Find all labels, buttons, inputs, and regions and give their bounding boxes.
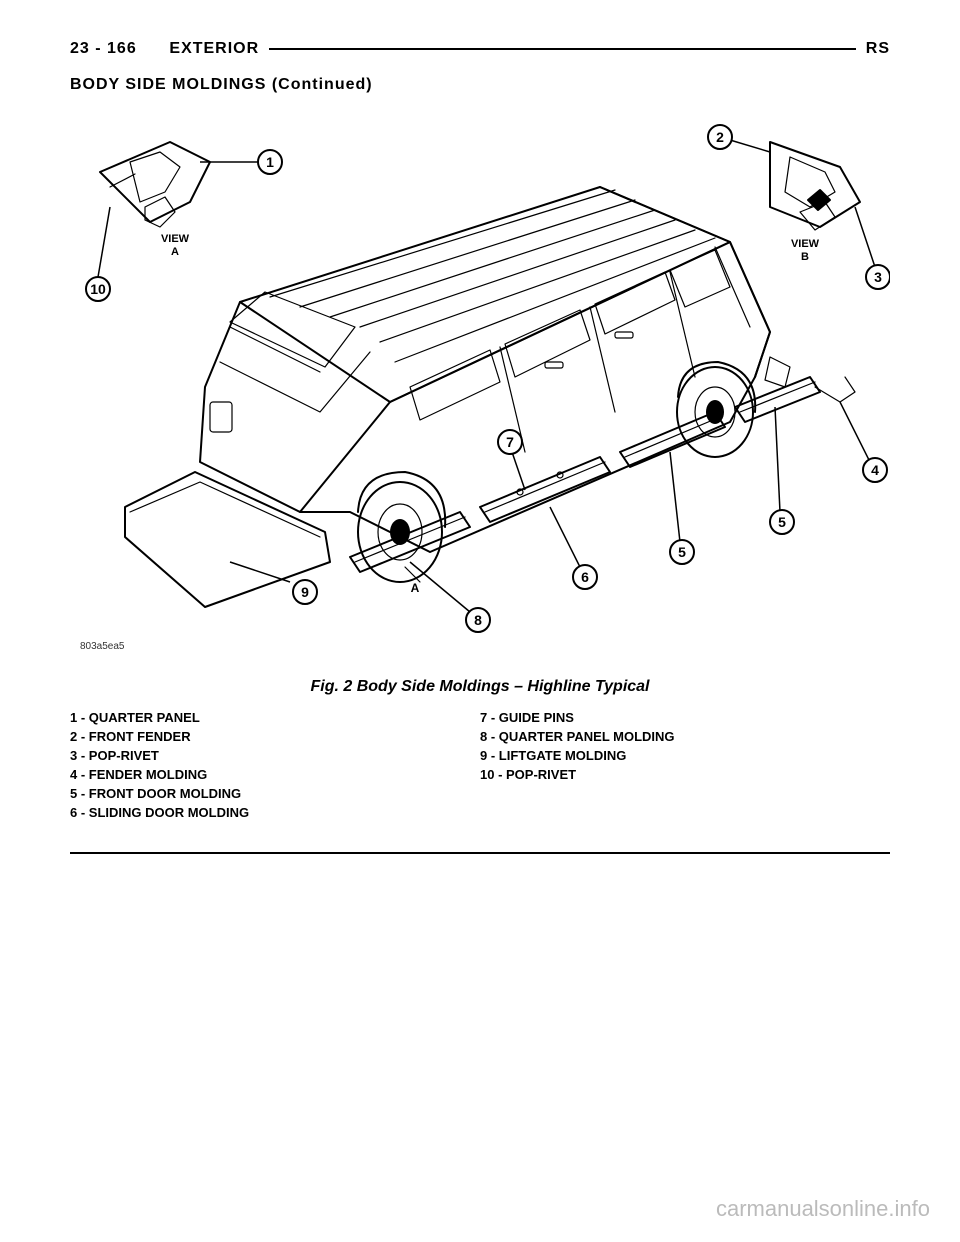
view-b-label: VIEW [791,238,820,250]
legend-item: 10 - POP-RIVET [480,765,890,784]
legend-right-col: 7 - GUIDE PINS 8 - QUARTER PANEL MOLDING… [480,708,890,822]
figure-caption: Fig. 2 Body Side Moldings – Highline Typ… [0,672,960,708]
doc-code: RS [866,40,890,58]
figure-ref-code: 803a5ea5 [80,641,125,652]
header-rule [269,48,856,50]
svg-text:A: A [411,581,420,595]
legend-item: 1 - QUARTER PANEL [70,708,480,727]
view-a-label: VIEW [161,233,190,245]
figure-svg: VIEW A 1 10 VIEW B 2 3 [70,112,890,662]
legend-item: 9 - LIFTGATE MOLDING [480,746,890,765]
header-left: 23 - 166 EXTERIOR [70,40,259,58]
section-divider [70,852,890,854]
callout-1-text: 1 [266,154,274,170]
callout-5b-text: 5 [778,514,786,530]
legend: 1 - QUARTER PANEL 2 - FRONT FENDER 3 - P… [0,708,960,822]
view-b-label-letter: B [801,251,809,263]
watermark: carmanualsonline.info [716,1196,930,1222]
callout-7-text: 7 [506,434,514,450]
legend-item: 2 - FRONT FENDER [70,727,480,746]
legend-item: 8 - QUARTER PANEL MOLDING [480,727,890,746]
callout-2-text: 2 [716,129,724,145]
molding-strips [350,377,855,572]
detail-view-b: VIEW B [730,140,875,267]
callout-10-text: 10 [90,281,106,297]
callout-4-text: 4 [871,462,879,478]
legend-item: 7 - GUIDE PINS [480,708,890,727]
callout-6-text: 6 [581,569,589,585]
legend-item: 3 - POP-RIVET [70,746,480,765]
view-a-label-letter: A [171,246,179,258]
subheader: BODY SIDE MOLDINGS (Continued) [0,68,960,102]
page-header: 23 - 166 EXTERIOR RS [0,0,960,68]
detail-view-a: VIEW A [98,142,260,277]
legend-item: 5 - FRONT DOOR MOLDING [70,784,480,803]
legend-item: 6 - SLIDING DOOR MOLDING [70,803,480,822]
figure-2: VIEW A 1 10 VIEW B 2 3 [70,112,890,662]
section-title: EXTERIOR [169,40,259,57]
callout-3-text: 3 [874,269,882,285]
callout-8-text: 8 [474,612,482,628]
page-number: 23 - 166 [70,40,137,57]
callout-9-text: 9 [301,584,309,600]
legend-item: 4 - FENDER MOLDING [70,765,480,784]
callout-5-text: 5 [678,544,686,560]
legend-left-col: 1 - QUARTER PANEL 2 - FRONT FENDER 3 - P… [70,708,480,822]
